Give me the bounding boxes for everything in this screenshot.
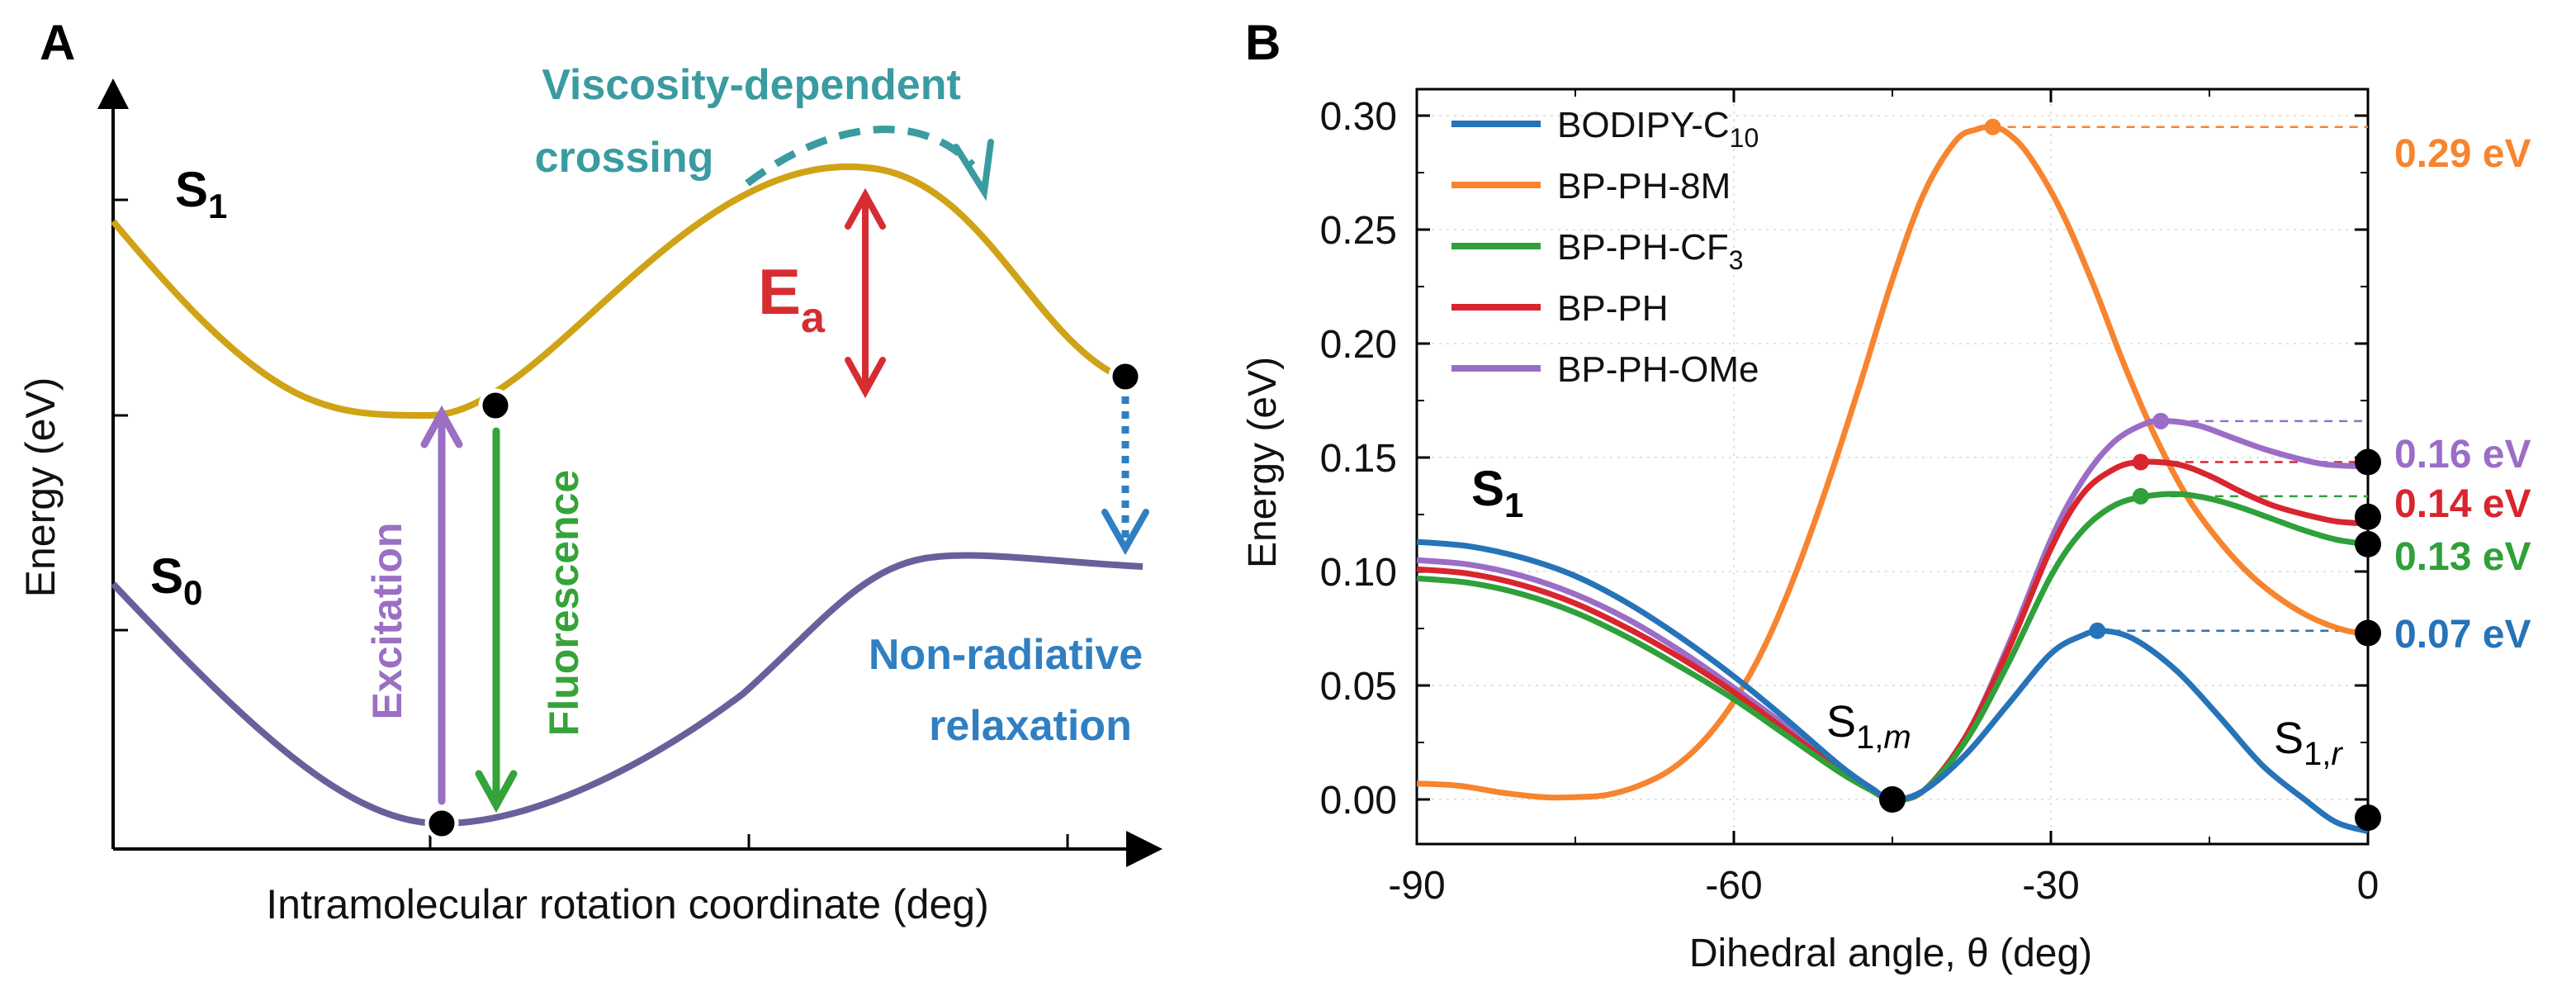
panel-b-tick-labels: 0.00 0.05 0.10 0.15 0.20 0.25 0.30 -90 -60 -30 0	[1320, 95, 2379, 908]
series-line-bodipy	[1416, 538, 2369, 834]
panel-b-value-labels: 0.07 eV 0.29 eV 0.13 eV 0.14 eV 0.16 eV	[2394, 132, 2531, 657]
panel-b-xtick-label: -60	[1705, 864, 1762, 908]
series-line-bp8m	[1416, 123, 2369, 801]
s1-label-a: S1	[175, 162, 227, 225]
s1m-label: S1,m	[1826, 697, 1911, 756]
nonrad-label-line1: Non-radiative	[869, 631, 1143, 679]
nonrad-arrowhead	[1101, 509, 1149, 556]
endpoint-marker	[2355, 804, 2381, 832]
panel-a-ylabel: Energy (eV)	[17, 377, 64, 598]
peak-marker-bp8m	[1984, 118, 2001, 135]
peak-marker-bpph	[2132, 453, 2149, 471]
legend-label-bpcf3: BP-PH-CF3	[1557, 227, 1744, 275]
s1-label-b: S1	[1471, 461, 1523, 524]
panel-a: A Intramolecular rotation coordinate (de…	[17, 15, 1163, 927]
value-label-bpcf3: 0.13 eV	[2394, 535, 2531, 579]
peak-marker-bodipy	[2089, 622, 2106, 639]
s0-ground-point	[424, 806, 459, 841]
fluorescence-label: Fluorescence	[541, 470, 587, 736]
s0-curve	[111, 552, 1144, 828]
endpoint-marker	[2355, 530, 2381, 557]
panel-b-xtick-label: -90	[1388, 864, 1445, 908]
legend-label-bodipy: BODIPY-C10	[1557, 105, 1759, 153]
viscosity-label-line1: Viscosity-dependent	[542, 61, 961, 109]
s0-label-a: S0	[150, 548, 202, 612]
endpoint-marker	[2355, 619, 2381, 647]
panel-a-x-arrowhead	[1126, 831, 1163, 867]
panel-b: B 0.000.050.100.150.200.250.30-90 -60 -30 0…	[1241, 15, 2531, 975]
legend-label-bp8m: BP-PH-8M	[1557, 166, 1731, 206]
panel-b-ylabel: Energy (eV)	[1241, 357, 1285, 568]
panel-a-y-arrowhead	[97, 78, 129, 109]
nonrad-label-line2: relaxation	[929, 702, 1132, 750]
minimum-marker	[1879, 786, 1906, 813]
panel-a-label: A	[40, 15, 75, 70]
panel-b-ytick-label: 0.15	[1320, 437, 1397, 481]
panel-b-ytick-label: 0.25	[1320, 209, 1397, 253]
panel-b-ytick-label: 0.20	[1320, 323, 1397, 367]
s1r-label: S1,r	[2274, 714, 2343, 772]
panel-b-ytick-label: 0.30	[1320, 95, 1397, 139]
panel-b-legend: BODIPY-C10 BP-PH-8M BP-PH-CF3 BP-PH BP-PH-OM…	[1451, 105, 1759, 390]
endpoint-marker	[2355, 448, 2381, 476]
panel-b-xtick-label: -30	[2022, 864, 2079, 908]
value-label-bp8m: 0.29 eV	[2394, 132, 2531, 176]
endpoint-marker	[2355, 503, 2381, 530]
panel-b-ytick-label: 0.10	[1320, 551, 1397, 595]
panel-b-xtick-label: 0	[2357, 864, 2379, 908]
panel-a-xlabel: Intramolecular rotation coordinate (deg)	[266, 881, 988, 927]
legend-label-bpph: BP-PH	[1557, 288, 1668, 329]
panel-b-ytick-label: 0.00	[1320, 779, 1397, 823]
viscosity-label-line2: crossing	[535, 134, 714, 182]
fluorescence-arrow	[475, 427, 518, 813]
viscosity-crossing-arrow	[745, 126, 976, 187]
panel-b-curves	[1416, 123, 2369, 834]
panel-b-ytick-label: 0.05	[1320, 665, 1397, 709]
series-line-bpcf3	[1416, 491, 2369, 803]
excitation-arrow	[420, 405, 463, 805]
excitation-label: Excitation	[364, 523, 410, 720]
s1-twisted-point	[1108, 359, 1143, 394]
activation-energy-arrow	[845, 187, 886, 399]
panel-b-xlabel: Dihedral angle, θ (deg)	[1689, 932, 2092, 975]
legend-label-bpome: BP-PH-OMe	[1557, 349, 1759, 390]
panel-b-label: B	[1245, 15, 1281, 70]
panel-b-markers	[1879, 118, 2381, 832]
value-label-bpph: 0.14 eV	[2394, 482, 2531, 526]
viscosity-crossing-arrowhead	[953, 139, 994, 202]
s1-curve	[110, 163, 1125, 420]
peak-marker-bpome	[2152, 412, 2170, 429]
peak-marker-bpcf3	[2132, 487, 2149, 505]
value-label-bodipy: 0.07 eV	[2394, 613, 2531, 657]
s1-minimum-point	[478, 388, 513, 423]
value-label-bpome: 0.16 eV	[2394, 433, 2531, 477]
activation-energy-label: Ea	[758, 255, 826, 342]
panel-a-ticks	[113, 198, 1069, 849]
